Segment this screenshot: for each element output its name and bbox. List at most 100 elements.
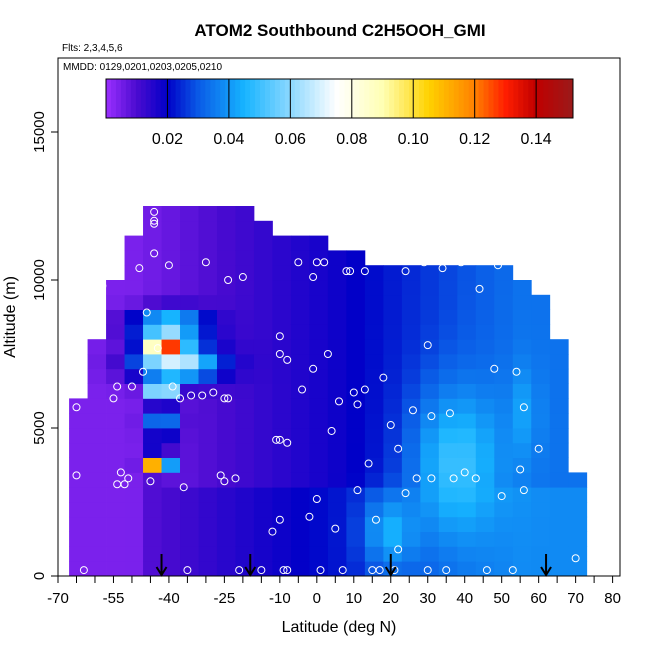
- heatmap-cell: [180, 516, 199, 532]
- heatmap-cell: [420, 428, 440, 444]
- heatmap-cell: [327, 265, 347, 281]
- heatmap-cell: [327, 383, 347, 399]
- heatmap-cell: [216, 457, 236, 473]
- heatmap-cell: [143, 309, 162, 325]
- colorbar-segment: [235, 79, 241, 118]
- heatmap-cell: [383, 457, 403, 473]
- colorbar-segment: [379, 79, 385, 118]
- colorbar-tick-label: 0.04: [213, 131, 244, 148]
- sample-point: [153, 344, 162, 353]
- heatmap-cell: [161, 546, 181, 562]
- heatmap-cell: [549, 516, 569, 532]
- heatmap-cell: [401, 368, 421, 384]
- heatmap-cell: [143, 457, 162, 473]
- heatmap-cell: [420, 383, 440, 399]
- heatmap-cell: [494, 487, 514, 503]
- heatmap-cell: [106, 398, 125, 414]
- sample-point: [198, 391, 207, 400]
- heatmap-cell: [494, 324, 514, 340]
- heatmap-cell: [531, 383, 551, 399]
- heatmap-cell: [457, 398, 477, 414]
- y-axis-label: Altitude (m): [2, 276, 19, 358]
- colorbar-segment: [418, 79, 425, 118]
- heatmap-cell: [272, 442, 292, 458]
- heatmap-cell: [180, 472, 199, 488]
- x-tick-label: 20: [382, 590, 399, 607]
- heatmap-cell: [198, 309, 218, 325]
- heatmap-cell: [420, 502, 440, 518]
- heatmap-cell: [180, 487, 199, 503]
- heatmap-cell: [494, 383, 514, 399]
- sample-points: [72, 207, 580, 575]
- heatmap-cell: [106, 324, 125, 340]
- x-tick-label: 0: [313, 590, 321, 607]
- heatmap-cell: [346, 472, 366, 488]
- heatmap-cell: [401, 531, 421, 547]
- heatmap-cell: [475, 413, 495, 429]
- colorbar-segment: [458, 79, 465, 118]
- heatmap-cell: [87, 354, 107, 370]
- sample-point: [371, 515, 380, 524]
- heatmap-cell: [401, 280, 421, 296]
- colorbar-segment: [478, 79, 485, 118]
- heatmap-cell: [272, 531, 292, 547]
- heatmap-cell: [161, 250, 181, 266]
- heatmap-cell: [383, 294, 403, 310]
- heatmap-cell: [216, 383, 236, 399]
- x-tick-label: -70: [47, 590, 69, 607]
- heatmap-cell: [253, 324, 273, 340]
- heatmap-cell: [198, 561, 218, 577]
- sample-point: [497, 492, 506, 501]
- sample-point: [150, 219, 159, 228]
- heatmap-cell: [475, 561, 495, 577]
- heatmap-cell: [309, 265, 329, 281]
- heatmap-cell: [69, 516, 88, 532]
- heatmap-cell: [106, 487, 125, 503]
- heatmap-cell: [438, 472, 458, 488]
- heatmap-cell: [253, 220, 273, 236]
- heatmap-cell: [87, 413, 107, 429]
- colorbar-segment: [299, 79, 306, 118]
- heatmap-cell: [161, 428, 181, 444]
- heatmap-cell: [69, 413, 88, 429]
- heatmap-cell: [253, 502, 273, 518]
- dates-subtitle: MMDD: 0129,0201,0203,0205,0210: [63, 62, 222, 73]
- heatmap-cell: [161, 487, 181, 503]
- heatmap-cell: [346, 354, 366, 370]
- heatmap-field: [69, 206, 588, 577]
- colorbar-segment: [443, 79, 450, 118]
- heatmap-cell: [272, 339, 292, 355]
- sample-point: [460, 468, 469, 477]
- sample-point: [375, 566, 384, 575]
- sample-point: [220, 394, 229, 403]
- sample-point: [283, 438, 292, 447]
- heatmap-cell: [309, 531, 329, 547]
- heatmap-cell: [161, 457, 181, 473]
- heatmap-cell: [346, 561, 366, 577]
- heatmap-cell: [512, 398, 532, 414]
- heatmap-cell: [531, 457, 551, 473]
- heatmap-cell: [124, 294, 144, 310]
- heatmap-cell: [180, 502, 199, 518]
- colorbar-segment: [394, 79, 400, 118]
- heatmap-cell: [216, 309, 236, 325]
- heatmap-cell: [457, 280, 477, 296]
- heatmap-cell: [216, 354, 236, 370]
- heatmap-cell: [235, 472, 255, 488]
- heatmap-cell: [457, 442, 477, 458]
- heatmap-cell: [198, 324, 218, 340]
- sample-point: [493, 261, 502, 270]
- heatmap-cell: [309, 516, 329, 532]
- sample-point: [408, 406, 417, 415]
- heatmap-cell: [346, 250, 366, 266]
- heatmap-cell: [309, 339, 329, 355]
- heatmap-cell: [438, 294, 458, 310]
- heatmap-cell: [383, 324, 403, 340]
- heatmap-cell: [290, 502, 310, 518]
- colorbar-segment: [558, 79, 564, 118]
- chart-title: ATOM2 Southbound C2H5OOH_GMI: [194, 21, 485, 40]
- heatmap-cell: [216, 531, 236, 547]
- heatmap-cell: [309, 457, 329, 473]
- sample-point: [146, 477, 155, 486]
- heatmap-cell: [512, 309, 532, 325]
